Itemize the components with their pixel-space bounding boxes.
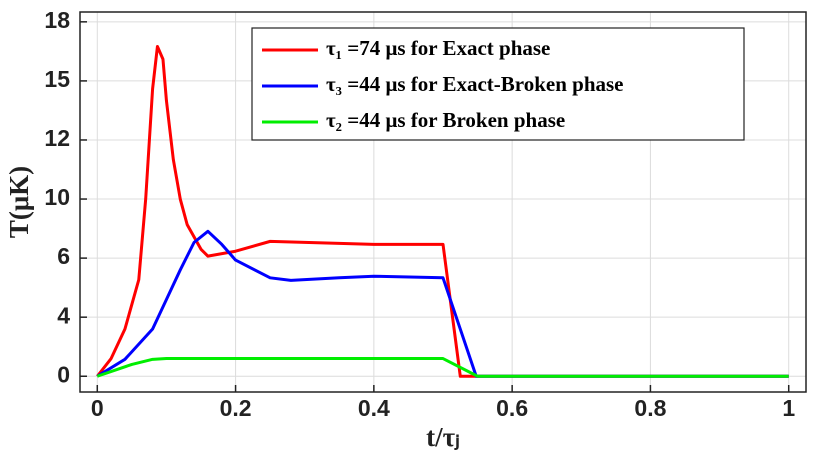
legend-label: τ₂ =44 μs for Broken phase bbox=[326, 108, 565, 132]
data-line bbox=[96, 357, 789, 378]
legend-box bbox=[251, 27, 745, 141]
y-tick-label: 10 bbox=[44, 184, 70, 210]
y-tick-label: 0 bbox=[57, 361, 70, 387]
x-tick-label: 0.4 bbox=[358, 395, 390, 421]
y-tick-label: 18 bbox=[44, 7, 70, 33]
x-tick-label: 0 bbox=[91, 395, 104, 421]
y-tick-label: 6 bbox=[57, 243, 70, 269]
y-tick-label: 4 bbox=[57, 302, 70, 328]
data-line bbox=[96, 229, 789, 378]
x-tick-label: 0.6 bbox=[496, 395, 528, 421]
y-tick-label: 15 bbox=[44, 66, 70, 92]
legend-label: τ₁ =74 μs for Exact phase bbox=[326, 36, 550, 60]
x-axis-label: t/τⱼ bbox=[426, 422, 460, 452]
y-axis-label: T(μK) bbox=[4, 166, 34, 238]
legend-label: τ₃ =44 μs for Exact-Broken phase bbox=[326, 72, 624, 96]
x-tick-label: 0.8 bbox=[634, 395, 666, 421]
x-tick-label: 1 bbox=[782, 395, 795, 421]
axes-box bbox=[79, 11, 807, 393]
data-line bbox=[96, 44, 789, 378]
y-tick-label: 12 bbox=[44, 125, 70, 151]
x-tick-label: 0.2 bbox=[220, 395, 252, 421]
